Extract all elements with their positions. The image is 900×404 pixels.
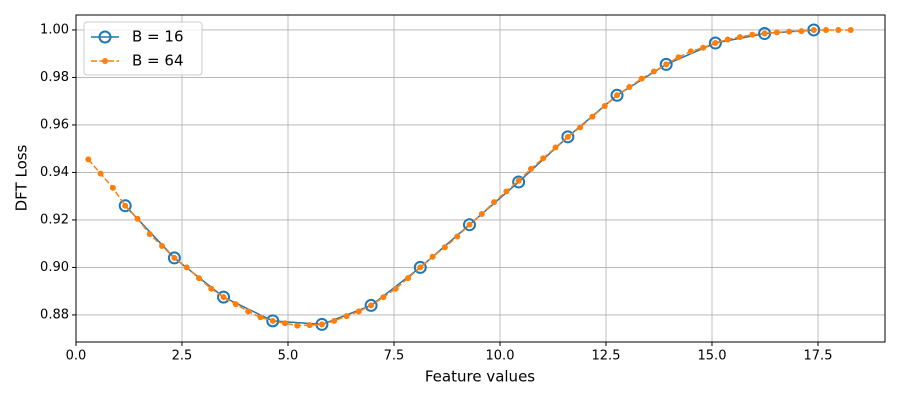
point [712, 40, 719, 47]
point [462, 218, 476, 232]
point [561, 130, 575, 144]
point [343, 313, 350, 320]
y-tick-label: 0.90 [40, 260, 69, 275]
point [266, 314, 280, 328]
point [364, 298, 378, 312]
point [736, 34, 743, 41]
point [232, 301, 239, 308]
point [167, 251, 181, 265]
x-tick-label: 17.5 [804, 349, 833, 364]
point [503, 188, 510, 195]
point [183, 264, 190, 271]
point [355, 308, 362, 315]
y-tick-label: 0.94 [40, 165, 69, 180]
point [257, 314, 264, 321]
point [589, 113, 596, 120]
point [761, 30, 768, 37]
point [675, 54, 682, 61]
point [540, 155, 547, 162]
point [515, 177, 522, 184]
point [810, 26, 817, 33]
point [835, 26, 842, 33]
y-tick-label: 0.96 [40, 117, 69, 132]
point [663, 61, 670, 68]
point [724, 36, 731, 43]
plot-frame [75, 14, 886, 343]
point [773, 29, 780, 36]
x-tick-label: 10.0 [486, 349, 515, 364]
point [601, 102, 608, 109]
point [380, 294, 387, 301]
point [282, 320, 289, 327]
point [429, 253, 436, 260]
point [245, 308, 252, 315]
x-tick-label: 12.5 [592, 349, 621, 364]
line [124, 29, 814, 326]
point [708, 36, 722, 50]
y-tick-label: 0.92 [40, 212, 69, 227]
point [159, 243, 166, 250]
point [454, 233, 461, 240]
point [171, 254, 178, 261]
point [85, 156, 92, 163]
legend-label: B = 64 [132, 52, 183, 70]
point [269, 317, 276, 324]
point [700, 44, 707, 51]
x-tick-label: 15.0 [698, 349, 727, 364]
point [847, 26, 854, 33]
point [122, 202, 129, 209]
point [134, 215, 141, 222]
legend-marker [98, 30, 112, 44]
point [564, 133, 571, 140]
point [118, 199, 132, 213]
point [413, 260, 427, 274]
point [650, 68, 657, 75]
point [614, 92, 621, 99]
point [404, 275, 411, 282]
point [306, 322, 313, 329]
point [527, 165, 534, 172]
point [97, 170, 104, 177]
point [749, 31, 756, 38]
point [552, 144, 559, 151]
point [626, 83, 633, 90]
point [786, 28, 793, 35]
legend-marker [102, 58, 108, 64]
point [392, 285, 399, 292]
x-tick-label: 7.5 [384, 349, 405, 364]
point [146, 231, 153, 238]
point [823, 26, 830, 33]
point [417, 264, 424, 271]
point [220, 294, 227, 301]
point [687, 48, 694, 55]
point [491, 199, 498, 206]
point [466, 221, 473, 228]
legend-label: B = 16 [132, 28, 183, 46]
point [195, 275, 202, 282]
y-tick-label: 0.98 [40, 70, 69, 85]
point [610, 88, 624, 102]
point [512, 175, 526, 189]
point [638, 75, 645, 82]
point [331, 317, 338, 324]
point [368, 302, 375, 309]
point [109, 184, 116, 191]
y-tick-label: 0.88 [40, 307, 69, 322]
point [217, 290, 231, 304]
point [659, 57, 673, 71]
x-tick-label: 0.0 [66, 349, 87, 364]
y-tick-label: 1.00 [40, 22, 69, 37]
point [208, 285, 215, 292]
point [318, 321, 325, 328]
point [798, 28, 805, 35]
x-axis-label: Feature values [425, 368, 535, 386]
point [294, 322, 301, 329]
point [577, 124, 584, 131]
y-axis-label: DFT Loss [13, 144, 31, 211]
x-tick-label: 5.0 [278, 349, 299, 364]
point [478, 211, 485, 218]
point [441, 244, 448, 251]
x-tick-label: 2.5 [172, 349, 193, 364]
